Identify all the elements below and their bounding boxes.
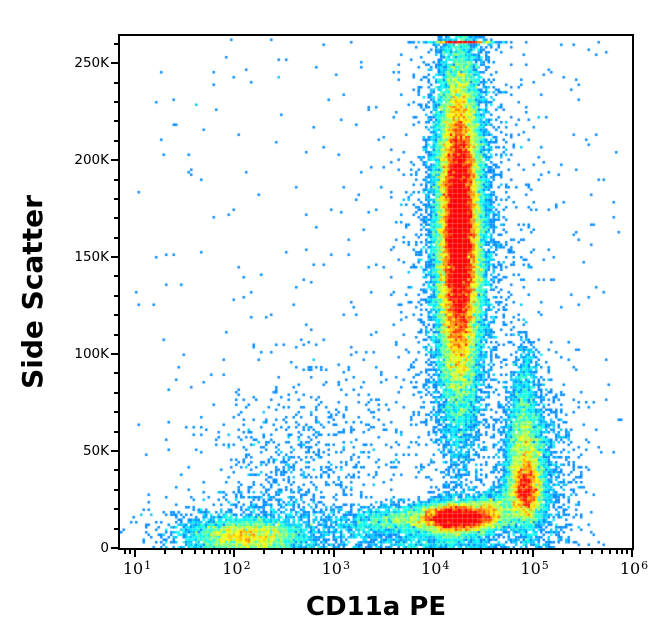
x-minor-tick (392, 550, 395, 554)
x-minor-tick (223, 550, 226, 554)
x-minor-tick (211, 550, 214, 554)
x-major-tick (233, 550, 236, 557)
x-minor-tick (579, 550, 582, 554)
x-minor-tick (263, 550, 266, 554)
y-tick-label: 0 (100, 540, 109, 556)
x-minor-tick (591, 550, 594, 554)
y-tick-label: 50K (82, 443, 109, 460)
y-minor-tick (114, 430, 118, 433)
y-tick-label: 150K (74, 249, 109, 266)
y-minor-tick (114, 294, 118, 297)
x-minor-tick (521, 550, 524, 554)
y-axis-title: Side Scatter (16, 195, 49, 389)
x-minor-tick (427, 550, 430, 554)
density-plot-canvas (120, 36, 632, 548)
x-minor-tick (626, 550, 629, 554)
y-minor-tick (114, 469, 118, 472)
y-major-tick (111, 256, 118, 259)
x-minor-tick (422, 550, 425, 554)
x-minor-tick (323, 550, 326, 554)
y-minor-tick (114, 333, 118, 336)
x-tick-label: 101 (122, 559, 152, 578)
x-minor-tick (129, 550, 132, 554)
x-minor-tick (615, 550, 618, 554)
x-tick-label: 103 (321, 559, 350, 578)
x-minor-tick (410, 550, 413, 554)
x-minor-tick (302, 550, 305, 554)
y-tick-label: 200K (74, 152, 109, 169)
y-major-tick (111, 62, 118, 65)
y-tick-label: 100K (74, 346, 109, 363)
x-minor-tick (317, 550, 320, 554)
x-minor-tick (492, 550, 495, 554)
y-minor-tick (114, 139, 118, 142)
y-minor-tick (114, 178, 118, 181)
x-minor-tick (203, 550, 206, 554)
x-minor-tick (193, 550, 196, 554)
y-minor-tick (114, 488, 118, 491)
x-tick-label: 106 (619, 559, 649, 578)
x-minor-tick (402, 550, 405, 554)
x-minor-tick (601, 550, 604, 554)
x-tick-label: 104 (421, 559, 450, 578)
x-minor-tick (516, 550, 519, 554)
x-minor-tick (462, 550, 465, 554)
y-major-tick (111, 547, 118, 549)
x-minor-tick (228, 550, 231, 554)
x-minor-tick (328, 550, 331, 554)
y-minor-tick (114, 275, 118, 278)
x-minor-tick (416, 550, 419, 554)
y-minor-tick (114, 81, 118, 84)
y-minor-tick (114, 508, 118, 511)
x-tick-label: 105 (520, 559, 549, 578)
x-axis-title: CD11a PE (305, 592, 447, 622)
x-minor-tick (509, 550, 512, 554)
x-major-tick (432, 550, 435, 557)
y-minor-tick (114, 42, 118, 45)
x-major-tick (134, 550, 136, 557)
y-minor-tick (114, 120, 118, 123)
x-minor-tick (218, 550, 220, 554)
x-minor-tick (310, 550, 313, 554)
x-minor-tick (124, 550, 127, 554)
y-major-tick (111, 353, 118, 356)
x-tick-label: 102 (222, 559, 251, 578)
x-major-tick (631, 550, 633, 557)
y-tick-label: 250K (74, 55, 109, 72)
x-minor-tick (163, 550, 166, 554)
x-minor-tick (527, 550, 530, 554)
y-minor-tick (114, 372, 118, 375)
x-minor-tick (362, 550, 365, 554)
x-minor-tick (608, 550, 611, 554)
y-minor-tick (114, 197, 118, 200)
y-minor-tick (114, 411, 118, 414)
x-minor-tick (621, 550, 624, 554)
x-minor-tick (561, 550, 564, 554)
x-minor-tick (380, 550, 383, 554)
y-major-tick (111, 159, 118, 162)
x-minor-tick (293, 550, 296, 554)
y-minor-tick (114, 314, 118, 317)
y-minor-tick (114, 527, 118, 530)
x-minor-tick (501, 550, 504, 554)
y-minor-tick (114, 391, 118, 394)
x-minor-tick (479, 550, 482, 554)
y-minor-tick (114, 217, 118, 220)
y-major-tick (111, 450, 118, 453)
y-minor-tick (114, 100, 118, 103)
x-major-tick (332, 550, 335, 557)
x-major-tick (531, 550, 534, 557)
y-minor-tick (114, 236, 118, 239)
x-minor-tick (181, 550, 184, 554)
x-minor-tick (280, 550, 283, 554)
